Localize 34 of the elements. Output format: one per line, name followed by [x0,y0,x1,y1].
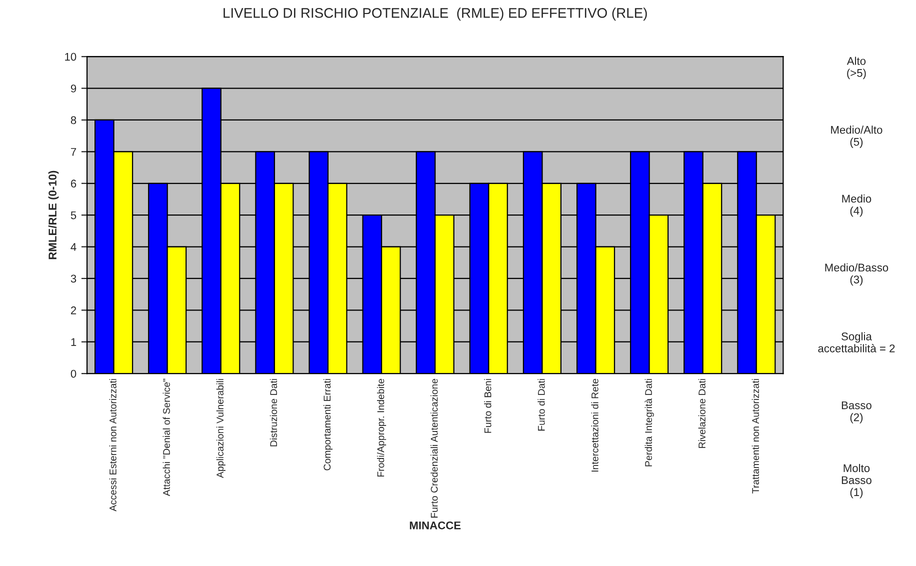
y-tick-label: 4 [70,243,76,251]
y-tick-label: 5 [70,211,76,220]
x-axis-title: MINACCE [410,521,461,530]
y-tick-label: 0 [70,370,76,378]
x-tick-label: Accessi Esterni non Autorizzati [109,379,116,512]
y-tick-label: 7 [70,148,76,156]
x-tick-label: Applicazioni Vulnerabili [216,379,226,478]
text: Medio/Basso (3) [825,263,888,286]
x-tick-label: Furto di Dati [538,379,545,431]
x-tick-label: Perdita Integrità Dati [644,379,654,466]
y-tick-label: 3 [70,274,76,283]
y-tick-label: 10 [65,52,76,61]
y-tick-label: 1 [71,338,76,346]
text: Molto Basso (1) [842,464,872,498]
x-tick-label: Intercettazioni di Rete [591,378,598,472]
y-tick-label: 2 [70,306,76,314]
text: Basso (2) [842,401,872,424]
x-tick-label: Trattamenti non Autorizzati [752,379,760,494]
chart-title: LIVELLO DI RISCHIO POTENZIALE (RMLE) ED EFFETTIVO (RLE) [224,8,647,21]
x-tick-label: Distruzione Dati [270,379,278,446]
x-tick-label: Comportamenti Errati [323,379,333,470]
x-tick-label: Furto Credenziali Autenticazione [430,378,438,518]
x-tick-label: Furto di Beni [484,379,492,433]
text: Medio/Alto (5) [831,126,882,148]
text: Soglia accettabilità = 2 [818,332,895,352]
text: Medio (4) [842,194,872,217]
y-tick-label: 6 [70,180,76,188]
x-tick-label: Rivelazione Dati [698,379,706,448]
x-tick-label: Attacchi "Denial of Service" [162,378,170,496]
y-tick-label: 8 [70,116,76,124]
x-tick-label: Frodi/Appropr. Indebite [377,378,386,477]
y-tick-label: 9 [70,84,76,92]
y-axis-title: RMLE/RLE (0-10) [48,170,59,260]
text: Alto (>5) [846,56,866,80]
